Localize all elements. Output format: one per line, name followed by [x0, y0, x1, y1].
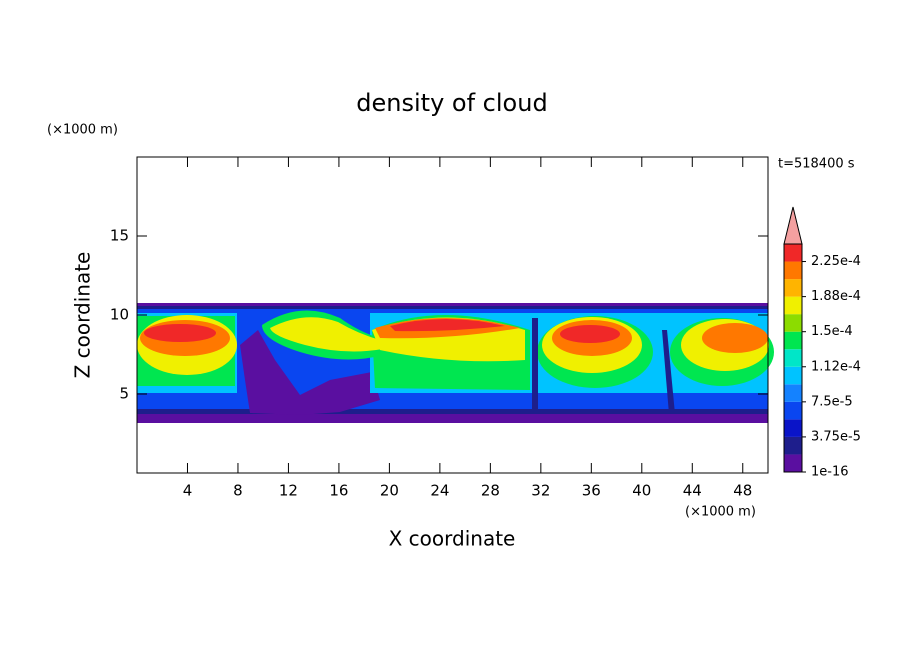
colorbar-segment: [784, 314, 802, 332]
x-tick-label: 16: [329, 482, 348, 500]
colorbar-over: [783, 206, 803, 245]
y-tick-label: 15: [110, 227, 129, 245]
y-tick-label: 10: [110, 306, 129, 324]
x-unit: (×1000 m): [685, 505, 756, 520]
colorbar-segment: [784, 296, 802, 315]
colorbar-segment: [784, 401, 802, 420]
contour-field: [137, 303, 774, 423]
colorbar-tick-label: 7.5e-5: [811, 394, 853, 409]
colorbar-tick-label: 1e-16: [811, 465, 849, 480]
contour-band: [240, 330, 380, 415]
contour-band: [560, 325, 620, 343]
contour-band: [702, 323, 768, 353]
x-tick-label: 48: [733, 482, 752, 500]
colorbar-tick-label: 1.5e-4: [811, 324, 853, 339]
contour-band: [532, 318, 538, 413]
colorbar-segment: [784, 454, 802, 472]
contour-band: [144, 324, 216, 342]
x-tick-label: 36: [582, 482, 601, 500]
time-annotation: t=518400 s: [778, 157, 855, 172]
colorbar-segment: [784, 436, 802, 455]
x-tick-label: 44: [683, 482, 702, 500]
colorbar-segment: [784, 244, 802, 262]
y-tick-label: 5: [119, 385, 129, 403]
x-tick-label: 40: [632, 482, 651, 500]
colorbar-segment: [784, 261, 802, 280]
x-tick-label: 28: [481, 482, 500, 500]
y-axis-label: Z coordinate: [71, 252, 95, 379]
colorbar-tick-label: 1.88e-4: [811, 289, 861, 304]
contour-band: [390, 319, 505, 332]
chart-title: density of cloud: [356, 89, 547, 117]
colorbar-tick-label: 2.25e-4: [811, 254, 861, 269]
colorbar-tick-label: 1.12e-4: [811, 359, 861, 374]
colorbar-segment: [784, 331, 802, 350]
x-tick-label: 12: [279, 482, 298, 500]
colorbar-segment: [784, 384, 802, 402]
x-tick-label: 24: [430, 482, 449, 500]
x-axis-label: X coordinate: [389, 527, 516, 551]
contour-band: [662, 330, 675, 414]
contour-band: [270, 317, 400, 352]
colorbar-segment: [784, 366, 802, 385]
colorbar-segment: [784, 349, 802, 367]
x-tick-label: 20: [380, 482, 399, 500]
colorbar-frame: [783, 243, 803, 473]
colorbar-segment: [784, 419, 802, 437]
x-tick-label: 32: [531, 482, 550, 500]
colorbar-tick-label: 3.75e-5: [811, 429, 861, 444]
x-tick-label: 4: [183, 482, 193, 500]
y-unit: (×1000 m): [47, 123, 118, 138]
colorbar-segment: [784, 279, 802, 297]
x-tick-label: 8: [233, 482, 243, 500]
